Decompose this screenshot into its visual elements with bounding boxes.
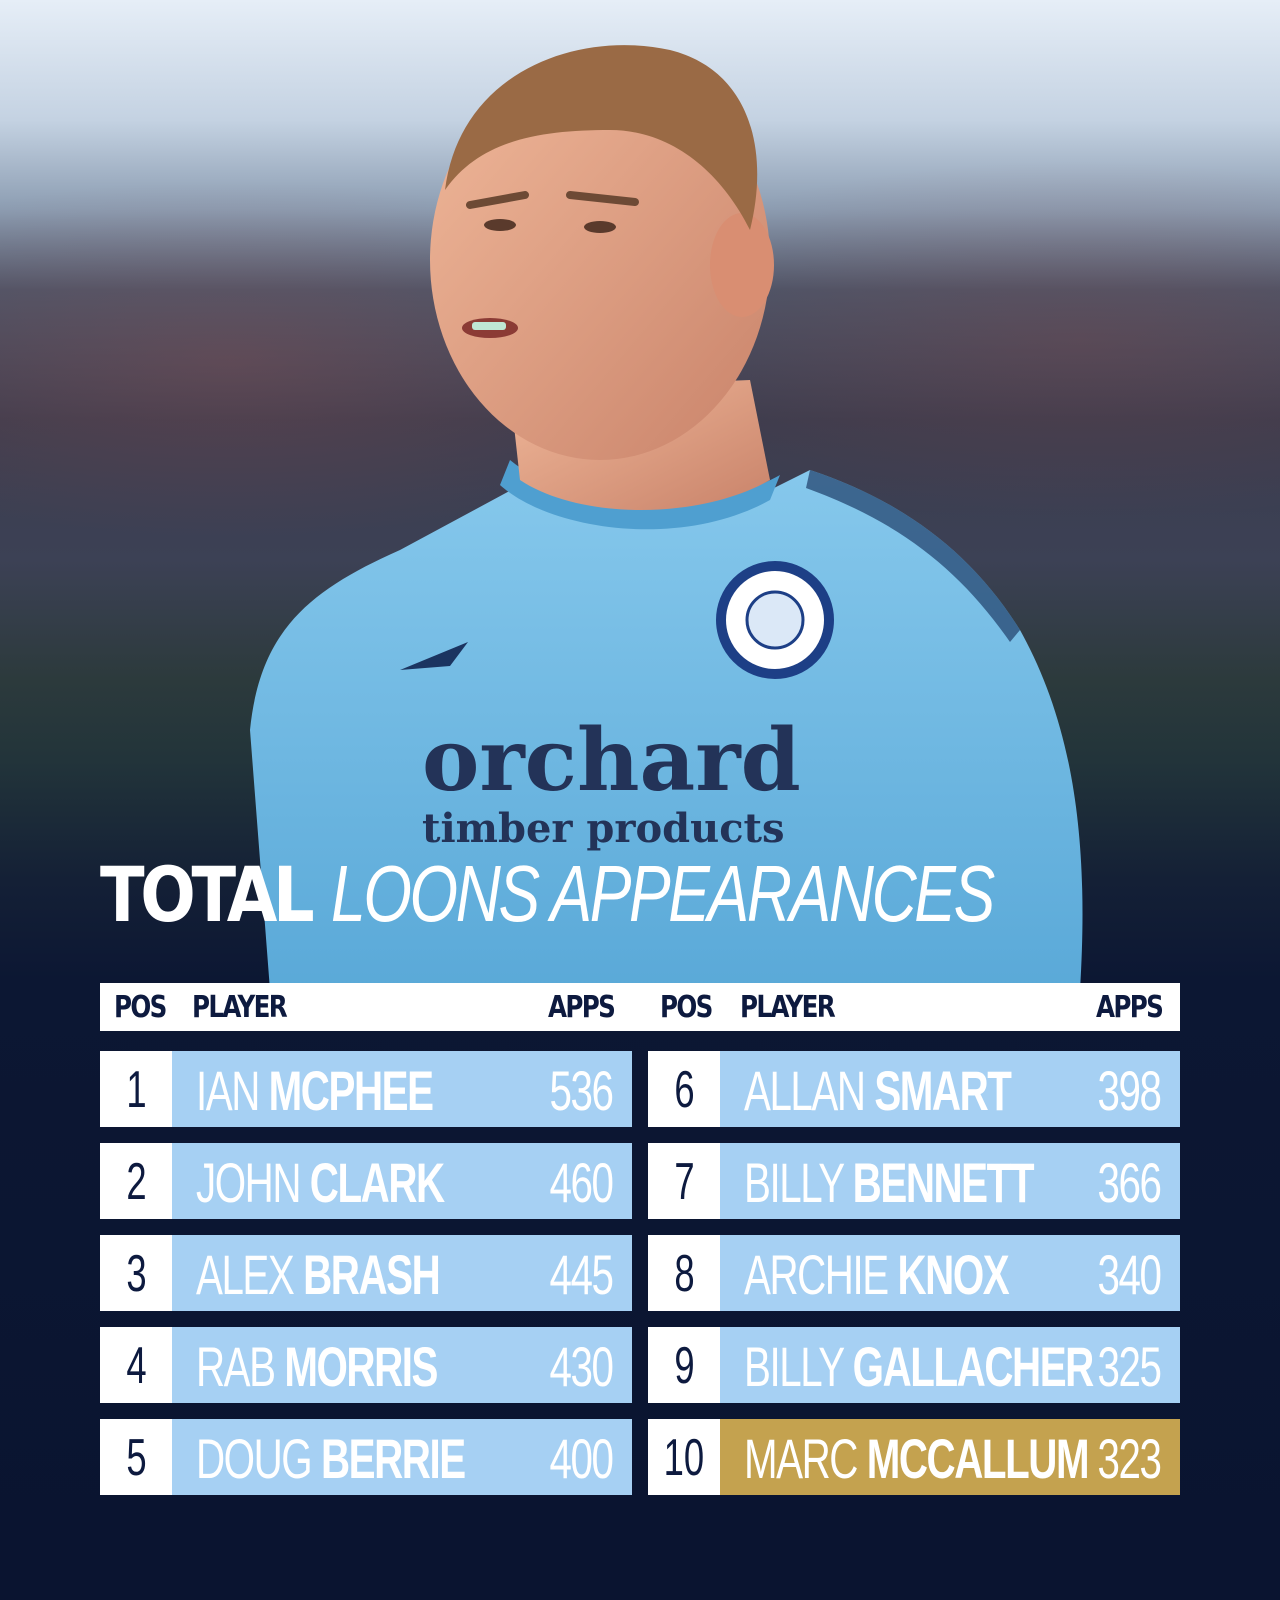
pos-cell: 1 bbox=[100, 1051, 172, 1127]
pos-cell: 8 bbox=[648, 1235, 720, 1311]
pos-cell: 4 bbox=[100, 1327, 172, 1403]
player-first-name: RAB bbox=[196, 1335, 276, 1398]
header-pos-left: POS bbox=[114, 990, 167, 1025]
player-cell: RAB MORRIS 430 bbox=[172, 1327, 632, 1403]
player-cell: ALEX BRASH 445 bbox=[172, 1235, 632, 1311]
pos-cell: 2 bbox=[100, 1143, 172, 1219]
pos-cell: 10 bbox=[648, 1419, 720, 1495]
pos-cell: 6 bbox=[648, 1051, 720, 1127]
title-light: LOONS APPEARANCES bbox=[330, 849, 995, 938]
player-last-name: GALLACHER bbox=[852, 1335, 1095, 1398]
pos-cell: 7 bbox=[648, 1143, 720, 1219]
pos-cell: 5 bbox=[100, 1419, 172, 1495]
header-player-left: PLAYER bbox=[192, 990, 288, 1025]
player-cell: ARCHIE KNOX 340 bbox=[720, 1235, 1180, 1311]
sponsor-main: orchard bbox=[422, 710, 801, 811]
player-last-name: BERRIE bbox=[320, 1427, 466, 1490]
page-title: TOTAL LOONS APPEARANCES bbox=[100, 848, 1179, 948]
player-photo: orchard timber products bbox=[250, 30, 1110, 990]
player-first-name: DOUG bbox=[196, 1427, 313, 1490]
table-row: 9 BILLY GALLACHER 325 bbox=[648, 1327, 1180, 1403]
table-header: POS PLAYER APPS POS PLAYER APPS bbox=[100, 983, 1180, 1031]
player-last-name: MCPHEE bbox=[268, 1059, 434, 1122]
player-last-name: MCCALLUM bbox=[866, 1427, 1090, 1490]
player-last-name: MORRIS bbox=[284, 1335, 438, 1398]
header-pos-right: POS bbox=[660, 990, 713, 1025]
player-last-name: CLARK bbox=[309, 1151, 445, 1214]
table-row-highlight: 10 MARC MCCALLUM 323 bbox=[648, 1419, 1180, 1495]
player-first-name: ALEX bbox=[196, 1243, 295, 1306]
player-first-name: BILLY bbox=[744, 1335, 844, 1398]
pos-cell: 3 bbox=[100, 1235, 172, 1311]
table-row: 6 ALLAN SMART 398 bbox=[648, 1051, 1180, 1127]
player-cell: BILLY GALLACHER 325 bbox=[720, 1327, 1180, 1403]
table-row: 7 BILLY BENNETT 366 bbox=[648, 1143, 1180, 1219]
player-cell: ALLAN SMART 398 bbox=[720, 1051, 1180, 1127]
table-row: 1 IAN MCPHEE 536 bbox=[100, 1051, 632, 1127]
apps-value: 398 bbox=[1097, 1059, 1161, 1122]
apps-value: 430 bbox=[549, 1335, 613, 1398]
player-first-name: BILLY bbox=[744, 1151, 844, 1214]
player-cell: IAN MCPHEE 536 bbox=[172, 1051, 632, 1127]
table-row: 2 JOHN CLARK 460 bbox=[100, 1143, 632, 1219]
table-row: 5 DOUG BERRIE 400 bbox=[100, 1419, 632, 1495]
player-first-name: ARCHIE bbox=[744, 1243, 889, 1306]
table-row: 4 RAB MORRIS 430 bbox=[100, 1327, 632, 1403]
title-bold: TOTAL bbox=[100, 850, 315, 939]
apps-value: 445 bbox=[549, 1243, 613, 1306]
apps-value: 460 bbox=[549, 1151, 613, 1214]
player-first-name: MARC bbox=[744, 1427, 858, 1490]
apps-value: 536 bbox=[549, 1059, 613, 1122]
header-apps-right: APPS bbox=[1096, 990, 1164, 1025]
apps-value: 323 bbox=[1097, 1427, 1161, 1490]
player-last-name: BRASH bbox=[303, 1243, 441, 1306]
player-first-name: ALLAN bbox=[744, 1059, 866, 1122]
player-cell: JOHN CLARK 460 bbox=[172, 1143, 632, 1219]
apps-value: 325 bbox=[1097, 1335, 1161, 1398]
player-cell: DOUG BERRIE 400 bbox=[172, 1419, 632, 1495]
table-row: 3 ALEX BRASH 445 bbox=[100, 1235, 632, 1311]
apps-value: 340 bbox=[1097, 1243, 1161, 1306]
player-first-name: IAN bbox=[196, 1059, 260, 1122]
player-last-name: SMART bbox=[874, 1059, 1012, 1122]
player-cell-highlight: MARC MCCALLUM 323 bbox=[720, 1419, 1180, 1495]
table-row: 8 ARCHIE KNOX 340 bbox=[648, 1235, 1180, 1311]
header-player-right: PLAYER bbox=[740, 990, 836, 1025]
player-first-name: JOHN bbox=[196, 1151, 301, 1214]
apps-value: 400 bbox=[549, 1427, 613, 1490]
player-cell: BILLY BENNETT 366 bbox=[720, 1143, 1180, 1219]
player-last-name: BENNETT bbox=[852, 1151, 1035, 1214]
player-last-name: KNOX bbox=[897, 1243, 1009, 1306]
header-apps-left: APPS bbox=[548, 990, 616, 1025]
sponsor-sub: timber products bbox=[422, 805, 785, 852]
apps-value: 366 bbox=[1097, 1151, 1161, 1214]
pos-cell: 9 bbox=[648, 1327, 720, 1403]
